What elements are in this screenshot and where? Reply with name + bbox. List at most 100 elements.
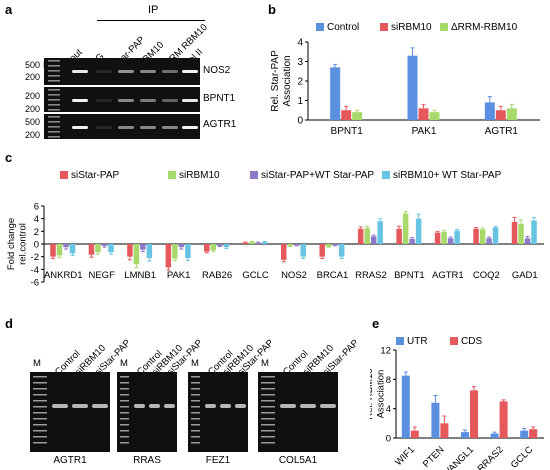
gel-d-caption: FEZ1 (205, 455, 231, 466)
bar (470, 390, 478, 438)
bar (531, 220, 537, 244)
bar (172, 244, 178, 259)
bar (262, 242, 268, 244)
marker-ladder-band (48, 80, 60, 82)
gel-d-lane-label: M (191, 358, 199, 369)
gel-band (96, 99, 112, 102)
bar (506, 108, 517, 120)
marker-ladder-band (48, 99, 60, 101)
x-tick-label: BRCA1 (317, 270, 349, 281)
marker-ladder-band (33, 436, 47, 438)
marker-ladder-band (120, 442, 129, 444)
bar (529, 429, 538, 438)
gene-label-agtr1: AGTR1 (203, 119, 237, 130)
y-axis-title-line: rel.control (18, 223, 29, 265)
bar (185, 244, 191, 258)
marker-ladder-band (33, 382, 47, 384)
gel-band (72, 99, 88, 102)
gel-band (52, 404, 68, 408)
bar (454, 230, 460, 244)
legend-label: UTR (407, 336, 428, 347)
marker-size: 500 (24, 60, 40, 70)
gel-d-bands (120, 376, 175, 444)
x-tick-label: AGTR1 (432, 270, 464, 281)
x-tick-label: BPNT1 (331, 126, 364, 137)
marker-ladder-band (120, 436, 129, 438)
bar (429, 112, 440, 120)
marker-ladder-band (261, 406, 275, 408)
marker-ladder-band (33, 412, 47, 414)
marker-ladder-band (33, 442, 47, 444)
y-axis-title: Fold change rel.control (6, 218, 29, 270)
bar (511, 221, 518, 244)
bar (146, 244, 153, 258)
marker-size: 200 (24, 91, 40, 101)
gel-band (96, 126, 112, 129)
y-tick-label: 1 (297, 96, 303, 107)
bar (461, 432, 469, 438)
bar (281, 244, 287, 260)
y-tick-label: 2 (297, 77, 303, 88)
x-tick-label: BPNT1 (394, 270, 425, 281)
gel-d-caption: COL5A1 (278, 455, 318, 466)
gel-d-lane-label: M (120, 358, 128, 369)
bar (473, 228, 479, 244)
gel-band (182, 70, 198, 73)
x-tick-label: WIF1 (393, 444, 417, 468)
x-tick-label: AGTR1 (485, 126, 519, 137)
bar (407, 55, 418, 120)
marker-ladder-band (48, 65, 60, 67)
marker-ladder-band (261, 430, 275, 432)
marker-ladder-band (191, 394, 200, 396)
gel-d-lane-label: M (33, 358, 41, 369)
bar (524, 238, 531, 244)
bar (495, 110, 506, 120)
marker-ladder-band (191, 406, 200, 408)
gel-d-caption: AGTR1 (53, 455, 87, 466)
x-tick-label: NOS2 (281, 270, 307, 281)
legend-swatch (450, 337, 458, 345)
panel-a-label: a (5, 2, 13, 17)
bar (338, 244, 345, 257)
marker-ladder-band (48, 60, 60, 62)
bar (499, 401, 508, 438)
bar (396, 228, 402, 244)
marker-ladder-band (261, 424, 275, 426)
marker-ladder-band (191, 442, 200, 444)
bar (441, 231, 447, 244)
bar (352, 112, 363, 120)
gel-band (149, 404, 160, 408)
bar (330, 67, 341, 120)
y-tick-label: 4 (34, 214, 39, 225)
legend-swatch (380, 23, 388, 31)
marker-ladder-band (120, 430, 129, 432)
gel-band (118, 99, 134, 102)
y-tick-label: 4 (386, 404, 391, 415)
chart-b: 0 1 2 3 4 Rel. Star-PAP Association BPNT1 PAK1 AG… (270, 22, 540, 137)
bar (140, 244, 146, 250)
gel-band (92, 404, 108, 408)
bar (210, 244, 217, 251)
marker-ladder-band (48, 70, 60, 72)
y-tick-label: 8 (386, 375, 391, 386)
gel-band (72, 70, 88, 73)
marker-ladder-band (48, 94, 60, 96)
bar (287, 244, 293, 246)
x-tick-label: RAB26 (202, 270, 232, 281)
bar (402, 213, 409, 244)
bar (88, 244, 95, 255)
gel-band (300, 404, 316, 408)
legend-label: siRBM10+ WT Star-PAP (393, 170, 502, 181)
marker-size: 200 (24, 72, 40, 82)
bar (401, 375, 410, 438)
y-axis-title-line: Rel. Star-PAP (270, 50, 281, 112)
y-tick-label: 4 (297, 38, 303, 49)
marker-ladder-band (48, 109, 60, 111)
gel-band (140, 70, 156, 73)
marker-ladder-band (120, 400, 129, 402)
marker-ladder-band (33, 418, 47, 420)
bar (484, 102, 495, 120)
bar (300, 244, 306, 257)
panel-b-label: b (268, 2, 276, 17)
bar (410, 430, 419, 438)
